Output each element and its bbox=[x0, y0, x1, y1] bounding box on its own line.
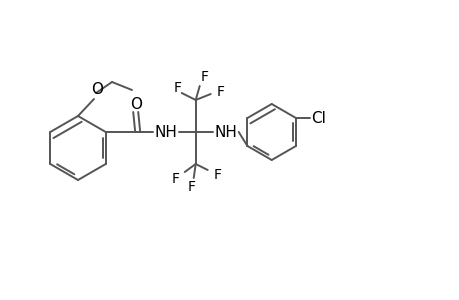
Text: Cl: Cl bbox=[311, 110, 326, 125]
Text: F: F bbox=[171, 172, 179, 186]
Text: F: F bbox=[213, 168, 221, 182]
Text: NH: NH bbox=[214, 124, 237, 140]
Text: F: F bbox=[200, 70, 208, 84]
Text: O: O bbox=[91, 82, 103, 97]
Text: F: F bbox=[216, 85, 224, 99]
Text: F: F bbox=[174, 81, 181, 95]
Text: NH: NH bbox=[154, 124, 177, 140]
Text: F: F bbox=[187, 180, 195, 194]
Text: O: O bbox=[129, 97, 141, 112]
